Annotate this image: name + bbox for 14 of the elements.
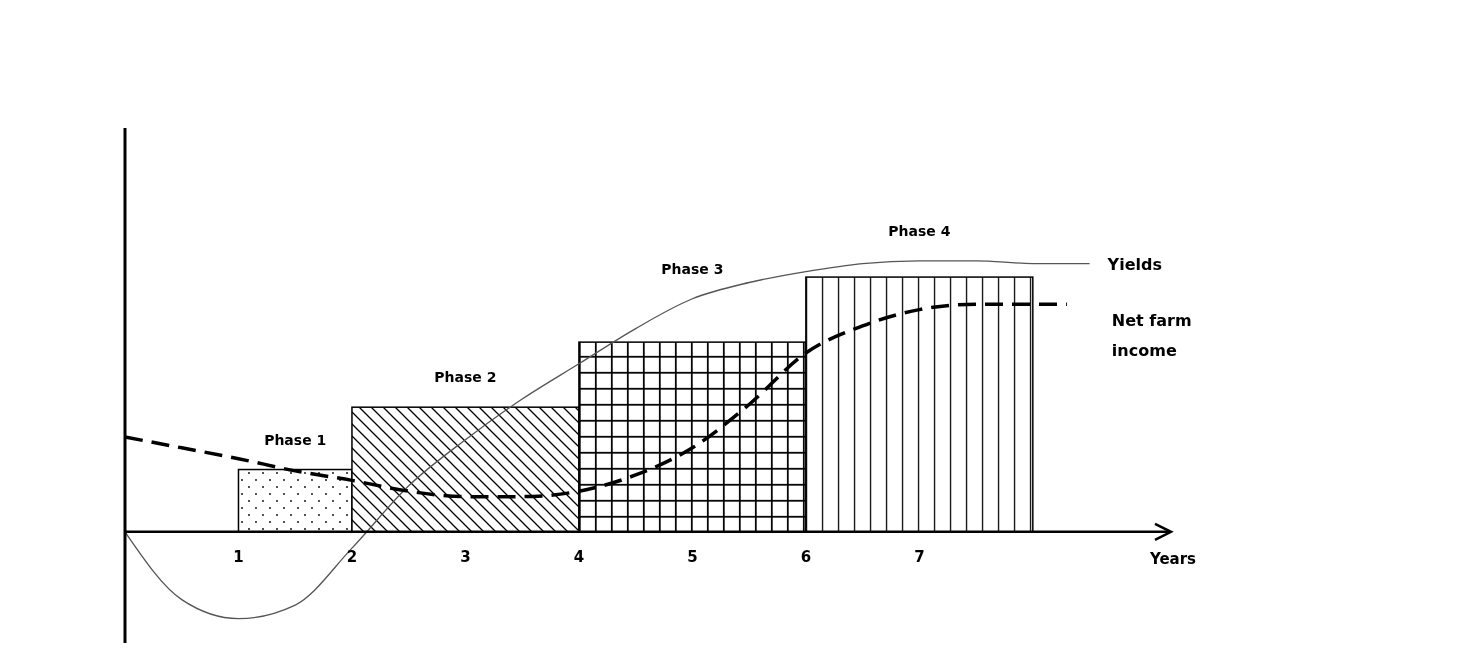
x-tick-label: 1 (233, 547, 244, 566)
x-tick-label: 5 (687, 547, 698, 566)
text: Phase 4 (888, 222, 951, 239)
x-tick-label: 3 (460, 547, 471, 566)
x-tick-label: 7 (914, 547, 925, 566)
annotation: Phase 1 (264, 431, 327, 448)
x-tick-label: 4 (573, 547, 585, 566)
series-label: Yields (1106, 254, 1162, 274)
x-axis-title: Years (1148, 549, 1197, 568)
x-tick-label: 2 (346, 547, 358, 566)
annotation: Phase 3 (661, 260, 724, 277)
annotation: Phase 2 (434, 369, 497, 386)
x-tick-label: 6 (800, 547, 812, 566)
text: Net farm income (1111, 311, 1192, 361)
